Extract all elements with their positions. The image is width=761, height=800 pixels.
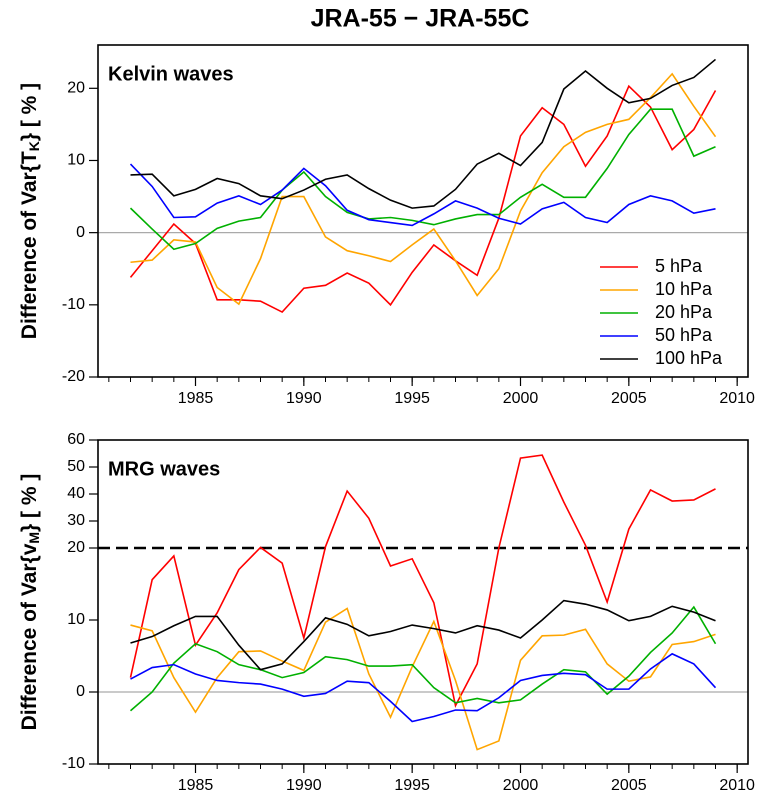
x-tick-label: 2005 (611, 777, 647, 794)
data-line (130, 607, 716, 751)
y-tick-label: -20 (62, 368, 85, 385)
y-axis-label-part: Difference of Var{v (18, 543, 41, 730)
y-axis-label: Difference of Var{TK} [ % ] (18, 83, 42, 339)
y-tick-label: 40 (67, 485, 85, 502)
x-tick-label: 1995 (394, 390, 430, 407)
y-tick-label: 60 (67, 431, 85, 448)
y-tick-label: 50 (67, 458, 85, 475)
data-line (130, 72, 717, 306)
x-tick-label: 2010 (719, 390, 755, 407)
x-tick-label: 1985 (178, 777, 214, 794)
panel-label: Kelvin waves (108, 63, 234, 85)
y-axis-label-part: } [ % ] (18, 83, 41, 141)
panel-label: MRG waves (108, 458, 220, 480)
x-tick-label: 2005 (611, 390, 647, 407)
figure-title: JRA-55 − JRA-55C (311, 5, 530, 33)
y-tick-label: 0 (76, 224, 85, 241)
y-tick-label: 10 (67, 611, 85, 628)
legend-label: 50 hPa (655, 325, 713, 345)
x-tick-label: 2010 (719, 777, 755, 794)
x-tick-label: 1990 (286, 390, 322, 407)
y-axis-label: Difference of Var{vM} [ % ] (18, 474, 42, 731)
x-tick-label: 1985 (178, 390, 214, 407)
data-line (129, 108, 716, 251)
legend-label: 5 hPa (655, 256, 703, 276)
y-tick-label: -10 (62, 296, 85, 313)
x-tick-label: 1990 (286, 777, 322, 794)
y-axis-label-part: K (26, 141, 42, 151)
data-line (129, 605, 717, 712)
plot-frame (97, 439, 749, 765)
y-axis-label-part: } [ % ] (18, 474, 41, 532)
plot-frame (97, 44, 749, 378)
y-tick-label: 0 (76, 683, 85, 700)
y-axis-label-part: Difference of Var{T (18, 151, 41, 339)
legend-label: 10 hPa (655, 279, 713, 299)
y-tick-label: -10 (62, 755, 85, 772)
data-line (129, 84, 717, 314)
y-tick-label: 30 (67, 512, 85, 529)
data-line (130, 652, 717, 723)
legend-label: 20 hPa (655, 302, 713, 322)
y-axis-label-part: M (26, 532, 42, 544)
data-line (129, 454, 716, 709)
x-tick-label: 2000 (503, 390, 539, 407)
y-tick-label: 20 (67, 80, 85, 97)
y-tick-label: 20 (67, 539, 85, 556)
data-line (130, 599, 716, 671)
x-tick-label: 2000 (503, 777, 539, 794)
data-line (130, 58, 717, 209)
x-tick-label: 1995 (394, 777, 430, 794)
y-tick-label: 10 (67, 152, 85, 169)
legend-label: 100 hPa (655, 348, 723, 368)
data-line (129, 163, 716, 227)
